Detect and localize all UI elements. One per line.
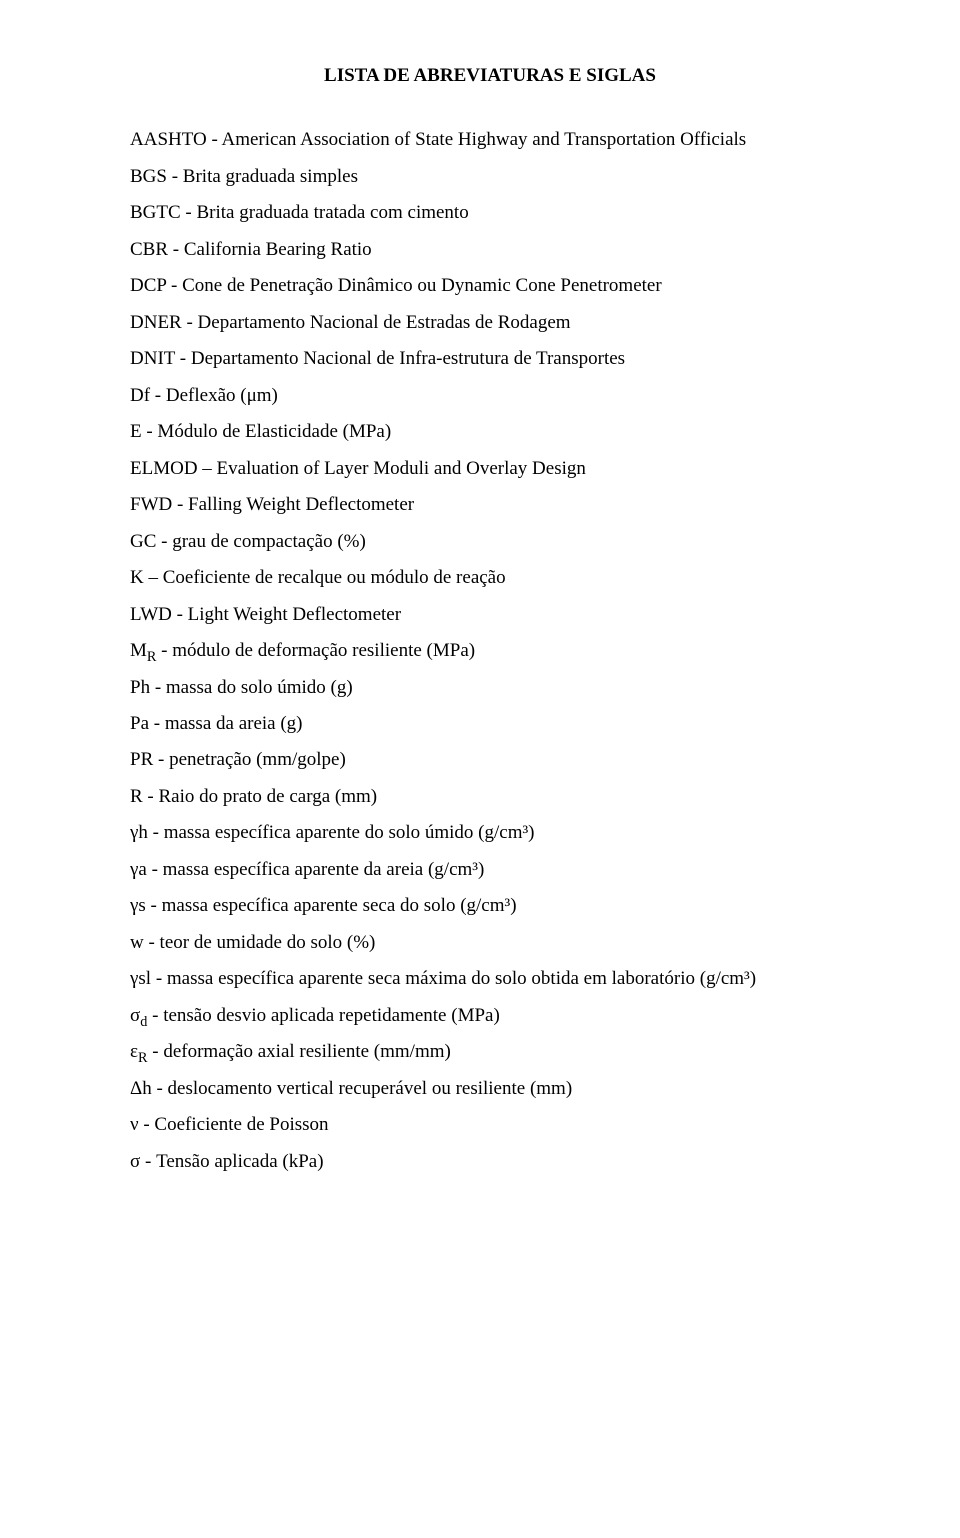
subscript: R: [138, 1050, 148, 1066]
abbreviation-entry: σd - tensão desvio aplicada repetidament…: [130, 998, 850, 1034]
abbreviation-entry: PR - penetração (mm/golpe): [130, 742, 850, 778]
abbreviation-entry: εR - deformação axial resiliente (mm/mm): [130, 1034, 850, 1070]
abbreviation-entry: LWD - Light Weight Deflectometer: [130, 597, 850, 633]
abbreviation-entry: γs - massa específica aparente seca do s…: [130, 888, 850, 924]
document-page: LISTA DE ABREVIATURAS E SIGLAS AASHTO - …: [0, 0, 960, 1538]
abbreviation-entry: R - Raio do prato de carga (mm): [130, 779, 850, 815]
abbreviation-entry: DCP - Cone de Penetração Dinâmico ou Dyn…: [130, 268, 850, 304]
subscript: R: [147, 649, 157, 665]
abbreviation-entry: γh - massa específica aparente do solo ú…: [130, 815, 850, 851]
abbreviation-entry: K – Coeficiente de recalque ou módulo de…: [130, 560, 850, 596]
abbreviation-entry: γa - massa específica aparente da areia …: [130, 852, 850, 888]
page-title: LISTA DE ABREVIATURAS E SIGLAS: [130, 58, 850, 94]
abbreviation-entry: Df - Deflexão (μm): [130, 378, 850, 414]
abbreviation-entry: AASHTO - American Association of State H…: [130, 122, 850, 158]
abbreviation-entry: Pa - massa da areia (g): [130, 706, 850, 742]
abbreviation-entry: σ - Tensão aplicada (kPa): [130, 1144, 850, 1180]
abbreviation-entry: GC - grau de compactação (%): [130, 524, 850, 560]
abbreviation-entry: DNER - Departamento Nacional de Estradas…: [130, 305, 850, 341]
abbreviation-entry: BGTC - Brita graduada tratada com ciment…: [130, 195, 850, 231]
abbreviation-entry: ELMOD – Evaluation of Layer Moduli and O…: [130, 451, 850, 487]
abbreviation-entry: DNIT - Departamento Nacional de Infra-es…: [130, 341, 850, 377]
subscript: d: [140, 1014, 147, 1030]
abbreviation-entry: Δh - deslocamento vertical recuperável o…: [130, 1071, 850, 1107]
abbreviation-entry: BGS - Brita graduada simples: [130, 159, 850, 195]
abbreviation-entry: γsl - massa específica aparente seca máx…: [130, 961, 850, 997]
abbreviation-entry: E - Módulo de Elasticidade (MPa): [130, 414, 850, 450]
abbreviation-entry: ν - Coeficiente de Poisson: [130, 1107, 850, 1143]
abbreviation-entry: Ph - massa do solo úmido (g): [130, 670, 850, 706]
abbreviation-entry: MR - módulo de deformação resiliente (MP…: [130, 633, 850, 669]
abbreviation-list: AASHTO - American Association of State H…: [130, 122, 850, 1180]
abbreviation-entry: w - teor de umidade do solo (%): [130, 925, 850, 961]
abbreviation-entry: CBR - California Bearing Ratio: [130, 232, 850, 268]
abbreviation-entry: FWD - Falling Weight Deflectometer: [130, 487, 850, 523]
